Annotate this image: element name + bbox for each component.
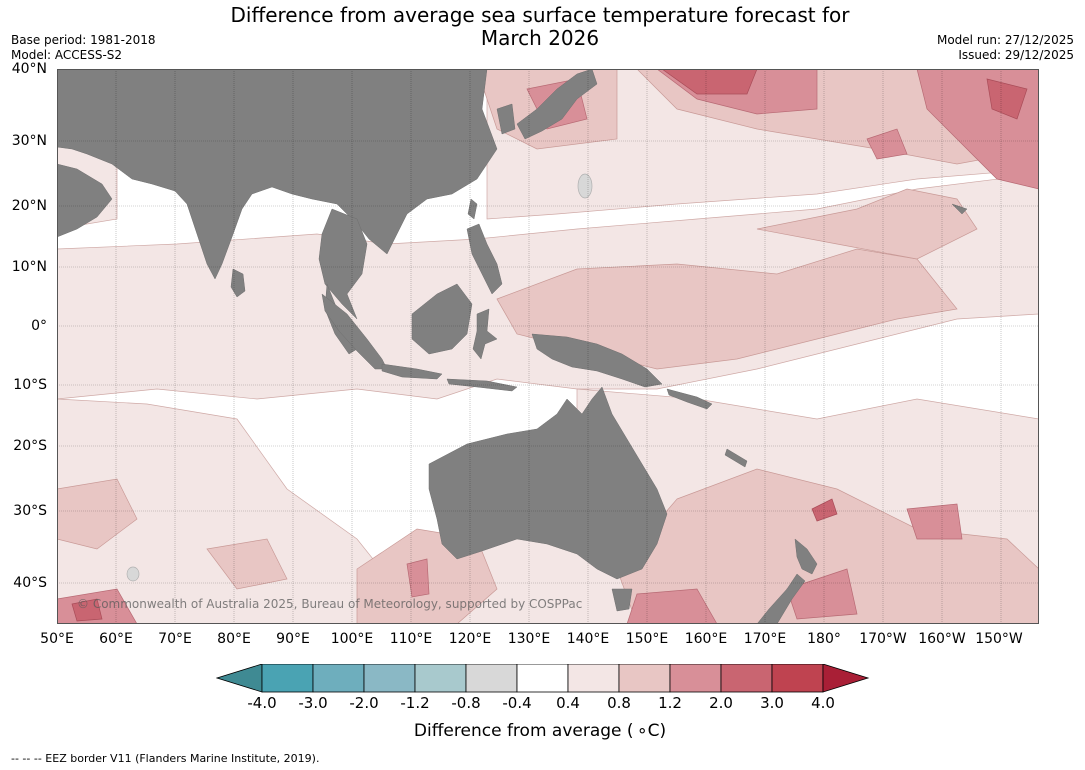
meta-right: Model run: 27/12/2025 Issued: 29/12/2025 — [937, 33, 1074, 63]
lon-label-150w: 150°W — [975, 631, 1023, 647]
lon-label-140e: 140°E — [566, 631, 610, 647]
land-new-caledonia — [724, 448, 748, 468]
copyright-notice: © Commonwealth of Australia 2025, Bureau… — [77, 597, 583, 611]
lon-label-90e: 90°E — [276, 631, 310, 647]
lat-label-0: 0° — [31, 318, 47, 334]
colorbar-segment — [465, 664, 518, 693]
lon-label-160w: 160°W — [918, 631, 966, 647]
land-masses — [57, 69, 968, 624]
land-sumatra — [321, 293, 388, 370]
map-title-line2: March 2026 — [480, 26, 600, 50]
colorbar-tick: 0.4 — [556, 694, 580, 712]
lat-label-40n: 40°N — [11, 61, 47, 77]
colorbar-segment — [414, 664, 467, 693]
colorbar-segment — [720, 664, 773, 693]
lon-label-60e: 60°E — [99, 631, 133, 647]
lon-label-50e: 50°E — [40, 631, 74, 647]
land-sri-lanka — [230, 268, 246, 298]
colorbar-tick: -4.0 — [247, 694, 277, 712]
map-title-line1: Difference from average sea surface temp… — [230, 3, 850, 27]
colorbar-tick: 1.2 — [658, 694, 682, 712]
lon-label-80e: 80°E — [217, 631, 251, 647]
land-philippines — [466, 223, 503, 295]
colorbar-segment — [669, 664, 722, 693]
colorbar-tick: 0.8 — [607, 694, 631, 712]
colorbar-tick: 3.0 — [760, 694, 784, 712]
lon-label-70e: 70°E — [158, 631, 192, 647]
colorbar-extend-high — [822, 664, 870, 693]
colorbar-tick: -0.4 — [502, 694, 532, 712]
colorbar-tick: -1.2 — [400, 694, 430, 712]
land-australia — [428, 386, 668, 580]
colorbar-segment — [261, 664, 314, 693]
lon-label-110e: 110°E — [389, 631, 433, 647]
anomaly-neg-0.4-0.8 — [126, 173, 593, 582]
map-frame — [57, 69, 1039, 624]
colorbar-segment — [363, 664, 416, 693]
issued-date: Issued: 29/12/2025 — [958, 48, 1074, 62]
land-tasmania — [611, 588, 633, 612]
colorbar-tick: -2.0 — [349, 694, 379, 712]
eez-footnote: -- -- -- EEZ border V11 (Flanders Marine… — [11, 752, 320, 765]
land-taiwan — [467, 198, 478, 220]
lon-label-180: 180° — [807, 631, 841, 647]
land-korea — [496, 103, 516, 135]
lat-label-20n: 20°N — [11, 198, 47, 214]
land-asia — [57, 69, 498, 280]
colorbar-segment — [618, 664, 671, 693]
land-sulawesi — [472, 308, 498, 360]
colorbar-tick: 4.0 — [811, 694, 835, 712]
colorbar-tick: 2.0 — [709, 694, 733, 712]
colorbar-segment — [567, 664, 620, 693]
lon-label-120e: 120°E — [448, 631, 492, 647]
land-new-zealand-south — [756, 573, 806, 624]
land-new-guinea — [531, 333, 663, 388]
land-lesser-sundas — [446, 378, 518, 392]
lat-label-30s: 30°S — [13, 503, 47, 519]
map-title: Difference from average sea surface temp… — [170, 4, 910, 50]
land-java — [381, 363, 443, 380]
colorbar-segment — [771, 664, 824, 693]
colorbar-tick: -0.8 — [451, 694, 481, 712]
lat-label-20s: 20°S — [13, 438, 47, 454]
land-japan — [516, 69, 598, 140]
lon-label-130e: 130°E — [507, 631, 551, 647]
colorbar — [216, 664, 870, 693]
land-arabia — [57, 163, 113, 238]
colorbar-title: Difference from average ( ∘C) — [413, 721, 667, 741]
lon-label-160e: 160°E — [684, 631, 728, 647]
land-borneo — [411, 283, 473, 355]
colorbar-tick: -3.0 — [298, 694, 328, 712]
colorbar-segment — [516, 664, 569, 693]
lat-label-40s: 40°S — [13, 575, 47, 591]
anomaly-2.0-3.0 — [71, 69, 1028, 622]
model-name: Model: ACCESS-S2 — [11, 48, 123, 62]
lon-label-150e: 150°E — [625, 631, 669, 647]
colorbar-segment — [312, 664, 365, 693]
meta-left: Base period: 1981-2018 Model: ACCESS-S2 — [11, 33, 156, 63]
model-run: Model run: 27/12/2025 — [936, 33, 1074, 47]
lat-label-30n: 30°N — [11, 133, 47, 149]
colorbar-segments — [216, 664, 870, 693]
colorbar-extend-low — [216, 664, 263, 693]
lon-label-170e: 170°E — [743, 631, 787, 647]
land-new-zealand-north — [794, 538, 818, 575]
graticule — [57, 69, 1039, 624]
land-hawaii-like — [951, 203, 968, 215]
lat-label-10n: 10°N — [11, 259, 47, 275]
base-period: Base period: 1981-2018 — [11, 33, 156, 47]
land-indochina — [318, 208, 368, 320]
lon-label-170w: 170°W — [859, 631, 907, 647]
land-solomon-islands — [666, 388, 713, 410]
sst-anomaly-map — [57, 69, 1039, 624]
lon-label-100e: 100°E — [330, 631, 374, 647]
lat-label-10s: 10°S — [13, 377, 47, 393]
